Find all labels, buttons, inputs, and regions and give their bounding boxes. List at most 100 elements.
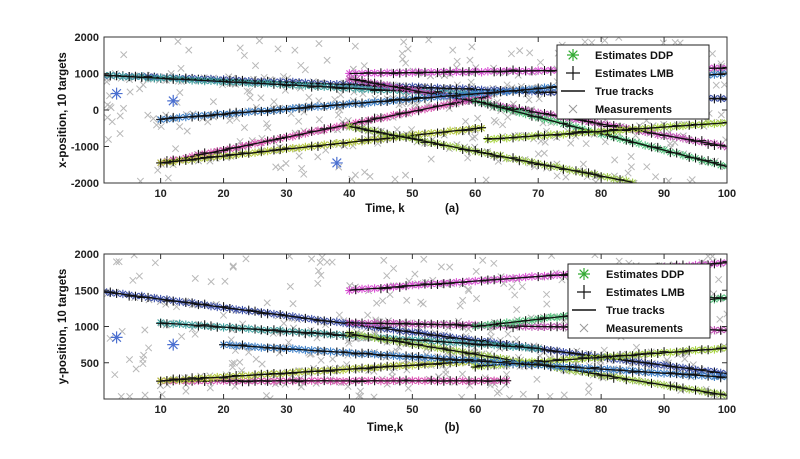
lmb-estimate xyxy=(300,313,310,323)
lmb-estimate xyxy=(263,369,273,379)
measurement-point xyxy=(453,57,461,65)
measurement-point xyxy=(464,154,472,162)
lmb-estimate xyxy=(495,375,505,385)
lmb-estimate xyxy=(709,157,719,167)
measurement-point xyxy=(536,58,545,66)
lmb-estimate xyxy=(445,66,455,76)
lmb-estimate xyxy=(281,345,291,355)
lmb-estimate xyxy=(540,313,550,323)
measurement-point xyxy=(116,130,124,138)
measurement-point xyxy=(286,282,294,290)
lmb-estimate xyxy=(659,347,669,357)
lmb-estimate xyxy=(433,353,443,363)
lmb-estimate xyxy=(332,365,342,375)
lmb-estimate xyxy=(414,360,424,370)
measurement-point xyxy=(404,45,412,53)
lmb-estimate xyxy=(646,359,656,369)
lmb-estimate xyxy=(508,105,518,115)
lmb-estimate xyxy=(376,362,386,372)
measurement-point xyxy=(305,93,313,101)
lmb-estimate xyxy=(609,125,619,135)
lmb-estimate xyxy=(401,108,411,118)
measurement-point xyxy=(715,275,723,284)
lmb-estimate xyxy=(363,348,373,358)
measurement-point xyxy=(534,150,542,158)
lmb-estimate xyxy=(684,345,694,355)
lmb-estimate xyxy=(489,320,499,330)
lmb-estimate xyxy=(558,164,568,174)
lmb-estimate xyxy=(659,122,669,132)
measurement-point xyxy=(427,155,435,163)
lmb-estimate xyxy=(401,132,411,142)
lmb-estimate xyxy=(684,120,694,130)
lmb-estimate xyxy=(426,375,436,385)
measurement-point xyxy=(499,121,507,129)
lmb-estimate xyxy=(206,111,216,121)
lmb-estimate xyxy=(716,69,726,79)
lmb-estimate xyxy=(200,153,210,163)
measurement-point xyxy=(191,330,199,338)
legend-label: Estimates LMB xyxy=(595,68,674,80)
lmb-estimate xyxy=(602,126,612,136)
lmb-estimate xyxy=(640,358,650,368)
y-tick-label: -1000 xyxy=(71,142,99,154)
panel-label: (b) xyxy=(445,422,460,434)
measurement-point xyxy=(279,72,288,81)
measurement-point xyxy=(630,179,638,183)
lmb-estimate xyxy=(502,67,512,77)
lmb-estimate xyxy=(269,105,279,115)
measurement-point xyxy=(615,257,623,265)
lmb-estimate xyxy=(691,153,701,163)
lmb-estimate xyxy=(225,322,235,332)
x-tick-label: 40 xyxy=(343,188,355,200)
measurement-point xyxy=(243,87,251,95)
lmb-estimate xyxy=(451,319,461,329)
measurement-point xyxy=(526,49,534,57)
measurement-point xyxy=(185,46,193,54)
measurement-point xyxy=(386,290,394,299)
lmb-estimate xyxy=(433,280,443,290)
measurement-point xyxy=(263,120,271,128)
measurement-point xyxy=(542,290,551,298)
measurement-point xyxy=(490,259,498,267)
lmb-estimate xyxy=(351,349,361,359)
legend-item: Estimates DDP xyxy=(567,49,673,62)
lmb-estimate xyxy=(439,127,449,137)
lmb-estimate xyxy=(697,136,707,146)
measurement-point xyxy=(581,38,589,46)
measurement-point xyxy=(459,296,467,304)
x-axis-label: Time, k xyxy=(365,203,405,215)
lmb-estimate xyxy=(640,124,650,134)
lmb-estimate xyxy=(388,335,398,345)
lmb-estimate xyxy=(181,297,191,307)
lmb-estimate xyxy=(477,321,487,331)
lmb-estimate xyxy=(445,99,455,109)
lmb-estimate xyxy=(495,87,505,97)
lmb-estimate xyxy=(571,166,581,176)
lmb-estimate xyxy=(458,347,468,357)
measurement-point xyxy=(507,50,515,58)
lmb-estimate xyxy=(130,72,140,82)
measurement-point xyxy=(437,263,445,271)
lmb-estimate xyxy=(319,124,329,134)
lmb-estimate xyxy=(363,117,373,127)
lmb-estimate xyxy=(162,114,172,124)
legend-box xyxy=(567,263,711,339)
lmb-estimate xyxy=(502,357,512,367)
measurement-point xyxy=(567,139,575,147)
lmb-estimate xyxy=(219,110,229,120)
lmb-estimate xyxy=(527,158,537,168)
lmb-estimate xyxy=(401,318,411,328)
lmb-estimate xyxy=(514,359,524,369)
lmb-estimate xyxy=(370,135,380,145)
lmb-estimate xyxy=(231,149,241,159)
measurement-point xyxy=(246,88,254,96)
measurement-point xyxy=(229,262,237,270)
lmb-estimate xyxy=(470,67,480,77)
lmb-estimate xyxy=(269,368,279,378)
measurement-point xyxy=(425,37,433,44)
lmb-estimate xyxy=(162,158,172,168)
measurement-point xyxy=(314,279,322,287)
measurement-point xyxy=(411,270,419,278)
measurement-point xyxy=(207,278,215,286)
